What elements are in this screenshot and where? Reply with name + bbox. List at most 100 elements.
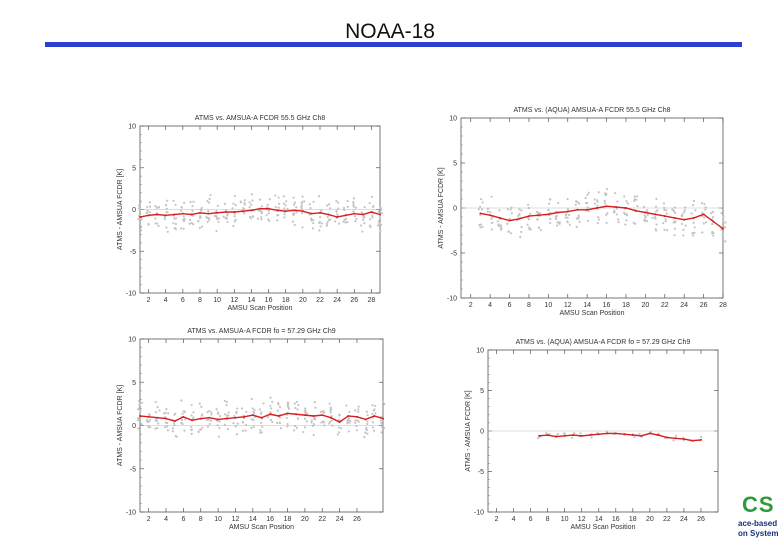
scatter-point [286,207,289,211]
x-tick-label: 2 [147,516,151,523]
scatter-point [345,404,348,407]
scatter-point [234,204,237,207]
scatter-point [245,410,248,413]
x-tick-label: 6 [508,302,512,309]
scatter-point [216,204,219,207]
series-point-mean [623,433,626,436]
scatter-point [180,418,184,421]
scatter-point [226,213,229,216]
scatter-point [325,222,328,226]
series-point-mean [250,209,253,212]
series-point-mean [319,211,321,214]
scatter-point [365,410,368,413]
scatter-point [538,212,542,215]
x-tick-label: 24 [333,297,341,304]
series-point-mean [379,213,381,216]
scatter-point [278,421,281,424]
scatter-point [632,221,635,224]
scatter-point [277,213,280,217]
scatter-point [700,202,704,205]
x-tick-label: 14 [249,516,257,523]
scatter-point [283,207,286,210]
x-tick-label: 8 [199,516,203,523]
scatter-point [703,202,706,206]
scatter-point [633,435,636,439]
scatter-point [244,429,247,432]
scatter-point [701,231,704,234]
scatter-point [312,433,315,437]
scatter-point [258,408,261,411]
series-point-mean [216,211,219,214]
scatter-point [380,431,383,434]
scatter-point [318,215,322,219]
scatter-point [366,420,369,423]
series-point-mean [563,434,566,437]
scatter-point [162,412,166,415]
scatter-point [692,199,695,202]
scatter-point [672,439,675,442]
scatter-point [520,209,523,212]
scatter-point [293,429,296,432]
series-point-mean [208,416,211,419]
scatter-point [304,407,307,410]
scatter-point [355,429,359,432]
scatter-point [261,425,264,428]
scatter-point [200,405,203,408]
series-point-mean [361,213,364,216]
scatter-point [139,409,142,413]
scatter-point [329,218,332,221]
scatter-point [277,401,280,405]
scatter-point [172,422,176,425]
scatter-point [481,225,484,228]
scatter-point [301,200,304,204]
scatter-point [265,206,268,209]
scatter-point [568,223,571,226]
scatter-point [548,198,552,201]
x-tick-label: 28 [368,297,376,304]
scatter-point [587,209,590,213]
scatter-point [166,429,169,432]
scatter-point [285,200,288,203]
series-point-mean [634,209,637,212]
scatter-point [173,227,176,230]
scatter-point [313,400,317,404]
scatter-point [354,419,357,422]
scatter-point [625,219,628,222]
scatter-point [337,201,340,204]
scatter-point [638,432,641,435]
scatter-point [372,205,375,208]
scatter-point [291,220,295,223]
scatter-point [233,414,236,418]
scatter-point [297,403,300,407]
logo-text-line-1: ace-based [738,519,778,528]
scatter-point [704,221,708,224]
scatter-point [587,219,590,222]
scatter-point [694,209,697,212]
scatter-point [234,425,237,428]
chart-title: ATMS vs. AMSUA-A FCDR fo = 57.29 GHz Ch9 [187,328,335,335]
scatter-point [222,215,225,218]
scatter-point [346,422,349,425]
scatter-point [208,197,211,201]
scatter-point [477,208,480,211]
scatter-point [361,230,364,233]
scatter-point [379,419,382,422]
scatter-point [219,415,222,418]
scatter-point [336,433,339,436]
scatter-point [371,216,374,219]
scatter-point [479,226,482,229]
scatter-point [210,413,213,416]
scatter-point [703,216,706,219]
scatter-point [258,198,262,201]
series-point-mean [712,220,715,223]
scatter-point [342,206,346,210]
scatter-point [617,220,620,224]
series-point-mean [293,209,296,212]
scatter-point [148,211,151,214]
scatter-point [371,421,374,424]
series-point-mean [267,207,270,210]
scatter-point [154,400,157,404]
scatter-point [362,214,366,218]
x-tick-label: 6 [181,516,185,523]
scatter-point [506,222,509,225]
